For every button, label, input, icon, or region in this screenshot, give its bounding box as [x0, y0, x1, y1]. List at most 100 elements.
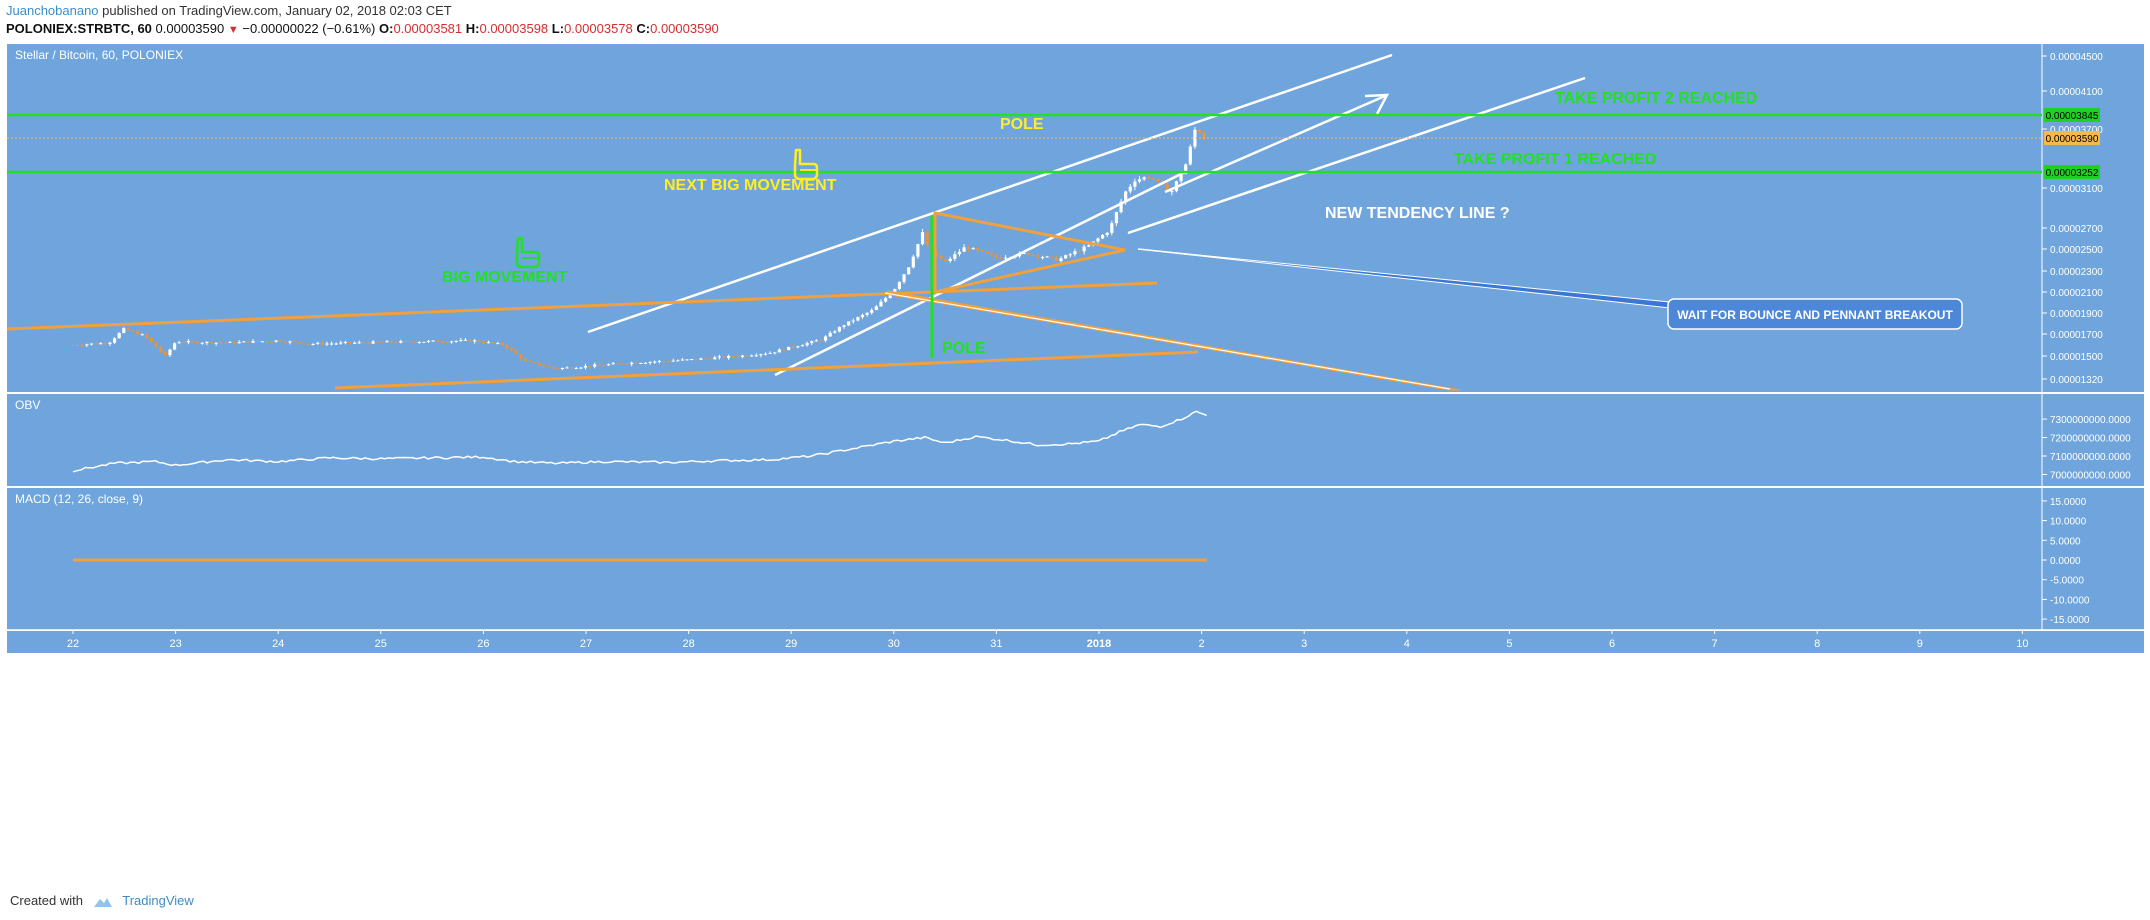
candle-body: [574, 368, 578, 370]
time-tick-label: 8: [1814, 638, 1820, 650]
candle-body: [1040, 257, 1045, 259]
candle-body: [999, 257, 1003, 259]
take-profit-1-label: TAKE PROFIT 1 REACHED: [1454, 151, 1656, 168]
candle-body: [242, 341, 246, 343]
candle-body: [1077, 251, 1082, 253]
candle-body: [897, 281, 902, 289]
candle-body: [1054, 257, 1059, 262]
candle-body: [186, 340, 191, 343]
candle-body: [865, 312, 869, 315]
candle-body: [597, 364, 601, 366]
candle-body: [136, 331, 140, 335]
time-tick-label: 29: [785, 638, 797, 650]
candle-body: [103, 343, 107, 345]
price-pane-bg: [7, 44, 2042, 392]
time-tick-label: 7: [1712, 638, 1718, 650]
chart-area[interactable]: POLE NEXT BIG MOVEMENT BIG MOVEMENT NEW …: [0, 40, 2150, 885]
candle-body: [260, 341, 264, 343]
candle-body: [320, 342, 324, 345]
candle-body: [814, 340, 818, 342]
obv-pane-bg: [7, 394, 2042, 486]
obv-tick-label: 7200000000.0000: [2050, 434, 2131, 445]
candle-body: [606, 364, 611, 366]
candle-body: [611, 363, 615, 365]
author-link[interactable]: Juanchobanano: [6, 3, 99, 18]
candle-body: [828, 332, 832, 337]
annotations: POLE NEXT BIG MOVEMENT BIG MOVEMENT NEW …: [442, 90, 1963, 357]
candle-body: [477, 340, 481, 342]
trend-drawings: [6, 53, 2042, 391]
candle-body: [630, 362, 634, 365]
candle-body: [1073, 251, 1077, 255]
candle-body: [782, 349, 786, 351]
candle-body: [1082, 246, 1086, 252]
candle-body: [805, 343, 809, 346]
candle-body: [657, 360, 661, 362]
candle-body: [140, 334, 144, 336]
candle-body: [1151, 177, 1155, 179]
candle-body: [796, 346, 800, 348]
candle-body: [957, 251, 962, 255]
pointing-hand-icon: [793, 148, 819, 181]
candle-body: [643, 362, 648, 364]
projection-band: [883, 290, 1461, 391]
candle-body: [177, 342, 181, 344]
time-tick-label: 4: [1404, 638, 1410, 650]
tradingview-logo-icon: [93, 896, 113, 908]
candle-body: [750, 355, 754, 357]
symbol-label: POLONIEX:STRBTC, 60: [6, 21, 152, 36]
candle-body: [980, 250, 985, 252]
high-label: H:: [465, 21, 480, 36]
candle-body: [653, 361, 657, 363]
take-profit-2-tag: [2044, 108, 2100, 122]
candle-body: [440, 341, 444, 343]
time-tick-label: 26: [477, 638, 489, 650]
candle-body: [694, 359, 698, 361]
candle-body: [246, 341, 251, 343]
candle-body: [699, 358, 703, 360]
candle-body: [76, 345, 80, 347]
candle-body: [256, 340, 260, 342]
high-value: 0.00003598: [479, 21, 549, 36]
candle-body: [99, 343, 103, 345]
candle-body: [648, 361, 652, 363]
candle-body: [713, 357, 717, 360]
price-tick-label: 0.00003100: [2050, 184, 2103, 195]
macd-tick-label: -15.0000: [2050, 615, 2090, 626]
next-big-movement-label: NEXT BIG MOVEMENT: [664, 177, 837, 194]
candle-body: [883, 297, 888, 302]
candle-body: [879, 301, 883, 307]
candle-body: [1050, 256, 1054, 258]
time-tick-label: 10: [2016, 638, 2028, 650]
candle-body: [837, 326, 842, 332]
candle-body: [971, 248, 975, 250]
candle-body: [80, 345, 84, 347]
candle-body: [232, 341, 237, 344]
candle-body: [1059, 258, 1063, 262]
candle-body: [1170, 191, 1174, 193]
time-tick-label: 31: [990, 638, 1002, 650]
candle-body: [1165, 184, 1169, 192]
candle-body: [851, 320, 855, 322]
candle-body: [154, 342, 158, 348]
candle-body: [1179, 174, 1183, 182]
candle-body: [454, 340, 458, 342]
macd-axis: 15.0000 10.0000 5.0000 0.0000 -5.0000 -10.000…: [2042, 497, 2090, 626]
candle-body: [616, 363, 620, 365]
time-tick-label: 27: [580, 638, 592, 650]
down-arrow-icon: ▼: [227, 24, 239, 36]
candle-body: [717, 356, 721, 358]
candlestick-series: [71, 126, 1206, 371]
take-profit-1-tag-text: 0.00003252: [2046, 168, 2099, 179]
ohlc-legend: POLONIEX:STRBTC, 60 0.00003590 ▼ −0.0000…: [6, 21, 719, 36]
publish-info: Juanchobanano published on TradingView.c…: [6, 3, 452, 18]
candle-body: [1087, 245, 1091, 247]
macd-tick-label: 15.0000: [2050, 497, 2087, 508]
time-axis: 22 23 24 25 26 27 28 29 30 31 2018 2 3 4 5 6 7 8 9 10: [67, 630, 2029, 650]
obv-line: [72, 410, 1207, 473]
candle-body: [168, 349, 172, 356]
candle-body: [214, 342, 218, 344]
candle-body: [944, 258, 948, 261]
tradingview-link[interactable]: TradingView: [122, 893, 194, 908]
candle-body: [311, 343, 315, 345]
